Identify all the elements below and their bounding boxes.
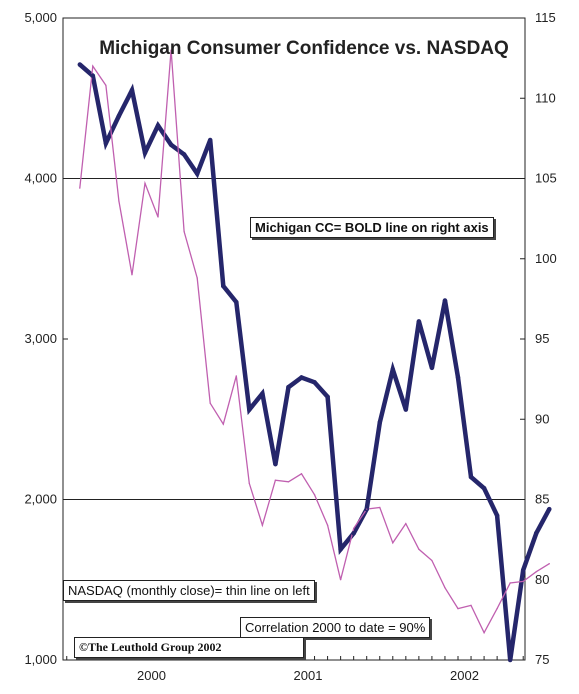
michigan-cc-point — [129, 87, 135, 93]
nasdaq-point — [196, 277, 198, 279]
michigan-cc-point — [429, 365, 435, 371]
nasdaq-point — [131, 274, 133, 276]
michigan-cc-point — [181, 152, 187, 157]
nasdaq-point — [170, 49, 172, 51]
michigan-cc-point — [299, 375, 304, 380]
nasdaq-point — [496, 607, 498, 610]
nasdaq-point — [392, 542, 394, 544]
nasdaq-point — [326, 524, 329, 526]
michigan-cc-point — [260, 391, 265, 396]
right-tick-label: 100 — [535, 251, 557, 266]
michigan-cc-point — [286, 384, 291, 390]
right-tick-label: 95 — [535, 331, 549, 346]
nasdaq-point — [248, 482, 250, 485]
michigan-cc-point — [77, 62, 83, 67]
nasdaq-point — [183, 230, 185, 233]
nasdaq-point — [157, 216, 159, 218]
michigan-cc-point — [325, 394, 330, 400]
nasdaq-point — [353, 527, 355, 530]
nasdaq-point — [235, 375, 237, 377]
michigan-cc-point — [507, 657, 513, 663]
michigan-cc-point — [155, 123, 161, 128]
left-tick-label: 4,000 — [24, 171, 57, 186]
michigan-cc-point — [442, 298, 448, 303]
michigan-cc-point — [390, 367, 396, 372]
nasdaq-point — [79, 187, 81, 189]
nasdaq-point — [92, 65, 94, 67]
right-tick-label: 80 — [535, 572, 549, 587]
x-tick-label: 2001 — [294, 668, 323, 683]
michigan-cc-point — [116, 113, 122, 119]
nasdaq-point — [274, 479, 277, 481]
bold-line-note: Michigan CC= BOLD line on right axis — [250, 217, 494, 238]
thin-line-note: NASDAQ (monthly close)= thin line on lef… — [63, 580, 315, 601]
nasdaq-point — [444, 587, 446, 589]
x-tick-label: 2000 — [137, 668, 166, 683]
plot-area — [62, 17, 526, 661]
nasdaq-point — [431, 559, 433, 562]
right-tick-label: 110 — [535, 90, 556, 105]
nasdaq-point — [418, 548, 420, 550]
nasdaq-point — [261, 524, 264, 526]
nasdaq-point — [535, 571, 537, 573]
michigan-cc-point — [273, 461, 278, 467]
left-tick-label: 5,000 — [24, 10, 57, 25]
michigan-cc-point — [312, 380, 317, 385]
michigan-cc-point — [481, 486, 487, 491]
michigan-cc-point — [377, 420, 382, 425]
right-tick-label: 75 — [535, 652, 549, 667]
nasdaq-point — [509, 582, 511, 584]
michigan-cc-point — [194, 171, 200, 176]
nasdaq-point — [366, 508, 368, 510]
michigan-cc-point — [494, 513, 500, 518]
nasdaq-point — [405, 522, 407, 525]
michigan-cc-point — [103, 140, 109, 146]
nasdaq-point — [287, 481, 290, 483]
left-tick-label: 3,000 — [24, 331, 57, 346]
nasdaq-point — [457, 607, 459, 610]
michigan-cc-point — [351, 530, 356, 536]
nasdaq-point — [339, 579, 342, 581]
michigan-cc-point — [90, 73, 96, 79]
nasdaq-point — [222, 423, 224, 425]
nasdaq-point — [300, 473, 303, 475]
right-tick-label: 105 — [535, 171, 557, 186]
left-tick-label: 2,000 — [24, 492, 57, 507]
michigan-cc-point — [142, 150, 148, 156]
nasdaq-point — [118, 200, 120, 202]
right-tick-label: 90 — [535, 411, 549, 426]
michigan-cc-point — [534, 530, 539, 536]
nasdaq-point — [470, 604, 472, 607]
nasdaq-point — [144, 182, 146, 184]
michigan-cc-point — [234, 299, 239, 305]
nasdaq-point — [209, 402, 211, 404]
michigan-cc-point — [403, 407, 409, 412]
michigan-cc-point — [468, 474, 474, 480]
chart-title: Michigan Consumer Confidence vs. NASDAQ — [99, 38, 509, 59]
michigan-cc-point — [416, 319, 422, 324]
michigan-cc-point — [247, 407, 252, 412]
right-tick-label: 115 — [535, 10, 556, 25]
michigan-cc-line — [78, 62, 552, 661]
left-tick-label: 1,000 — [24, 652, 57, 667]
x-tick-label: 2002 — [450, 668, 479, 683]
right-tick-label: 85 — [535, 492, 549, 507]
nasdaq-point — [483, 632, 485, 634]
copyright-note: ©The Leuthold Group 2002 — [74, 637, 304, 658]
nasdaq-point — [548, 563, 550, 565]
nasdaq-point — [313, 494, 316, 496]
michigan-cc-point — [520, 567, 526, 573]
nasdaq-point — [105, 84, 107, 87]
michigan-cc-point — [168, 142, 174, 148]
nasdaq-point — [379, 506, 381, 509]
michigan-cc-point — [207, 137, 213, 143]
nasdaq-point — [522, 580, 524, 583]
michigan-cc-point — [455, 375, 461, 380]
michigan-cc-point — [221, 283, 226, 289]
michigan-cc-point — [547, 506, 552, 512]
michigan-cc-point — [338, 547, 343, 552]
correlation-note: Correlation 2000 to date = 90% — [240, 617, 431, 638]
